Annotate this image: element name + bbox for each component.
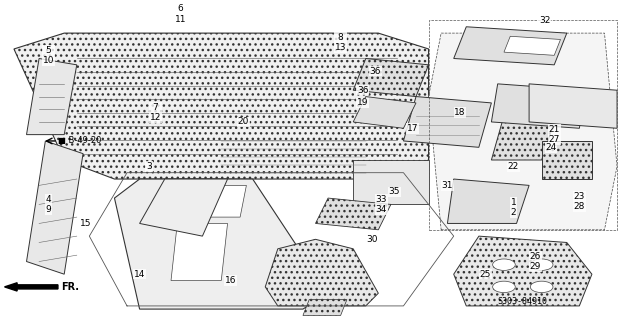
Polygon shape bbox=[353, 59, 428, 97]
Polygon shape bbox=[303, 300, 347, 316]
Polygon shape bbox=[403, 97, 492, 147]
Text: 21
27: 21 27 bbox=[548, 125, 560, 144]
Polygon shape bbox=[171, 185, 246, 217]
Text: 30: 30 bbox=[366, 235, 378, 244]
Text: 23
28: 23 28 bbox=[574, 192, 585, 211]
Polygon shape bbox=[454, 27, 567, 65]
Text: S303-84910: S303-84910 bbox=[498, 297, 548, 306]
Text: 7
12: 7 12 bbox=[150, 103, 161, 122]
Text: 15: 15 bbox=[80, 219, 92, 228]
Circle shape bbox=[493, 281, 516, 292]
Polygon shape bbox=[428, 33, 617, 230]
Text: 22: 22 bbox=[508, 162, 519, 171]
Polygon shape bbox=[27, 59, 77, 135]
Text: 6
11: 6 11 bbox=[175, 4, 186, 24]
Text: 14: 14 bbox=[134, 270, 145, 279]
Text: 35: 35 bbox=[388, 187, 400, 196]
Text: 24: 24 bbox=[545, 143, 557, 152]
Text: 4
9: 4 9 bbox=[45, 195, 51, 214]
Circle shape bbox=[530, 281, 553, 292]
Polygon shape bbox=[265, 239, 379, 306]
Text: 8
13: 8 13 bbox=[335, 33, 346, 52]
Polygon shape bbox=[529, 84, 617, 128]
Polygon shape bbox=[139, 179, 228, 236]
Polygon shape bbox=[27, 141, 83, 274]
Polygon shape bbox=[114, 179, 328, 309]
Polygon shape bbox=[454, 236, 592, 306]
Text: 33
34: 33 34 bbox=[375, 195, 387, 214]
Text: FR.: FR. bbox=[61, 282, 79, 292]
Text: 19: 19 bbox=[357, 99, 369, 108]
FancyArrow shape bbox=[4, 283, 58, 291]
Polygon shape bbox=[353, 97, 416, 128]
Polygon shape bbox=[316, 198, 391, 230]
Text: 17: 17 bbox=[407, 124, 418, 133]
Text: 1
2: 1 2 bbox=[510, 198, 516, 217]
Polygon shape bbox=[171, 223, 228, 281]
Text: 16: 16 bbox=[225, 276, 237, 285]
Polygon shape bbox=[504, 36, 560, 55]
Text: 5
10: 5 10 bbox=[43, 46, 54, 65]
Text: 26
29: 26 29 bbox=[529, 252, 541, 271]
Text: 31: 31 bbox=[442, 181, 453, 190]
Text: 25: 25 bbox=[480, 270, 491, 279]
Circle shape bbox=[530, 259, 553, 270]
Text: 32: 32 bbox=[539, 16, 550, 25]
Polygon shape bbox=[492, 84, 586, 128]
Text: 18: 18 bbox=[454, 108, 466, 117]
Polygon shape bbox=[541, 141, 592, 179]
Text: 20: 20 bbox=[237, 117, 249, 126]
Circle shape bbox=[493, 259, 516, 270]
Polygon shape bbox=[447, 179, 529, 223]
Text: 36: 36 bbox=[357, 86, 369, 95]
Polygon shape bbox=[14, 33, 428, 179]
Text: 3: 3 bbox=[146, 162, 152, 171]
Polygon shape bbox=[492, 116, 554, 160]
Polygon shape bbox=[353, 160, 428, 204]
Text: 36: 36 bbox=[369, 67, 381, 76]
Text: ■ B-49-20: ■ B-49-20 bbox=[58, 136, 102, 146]
